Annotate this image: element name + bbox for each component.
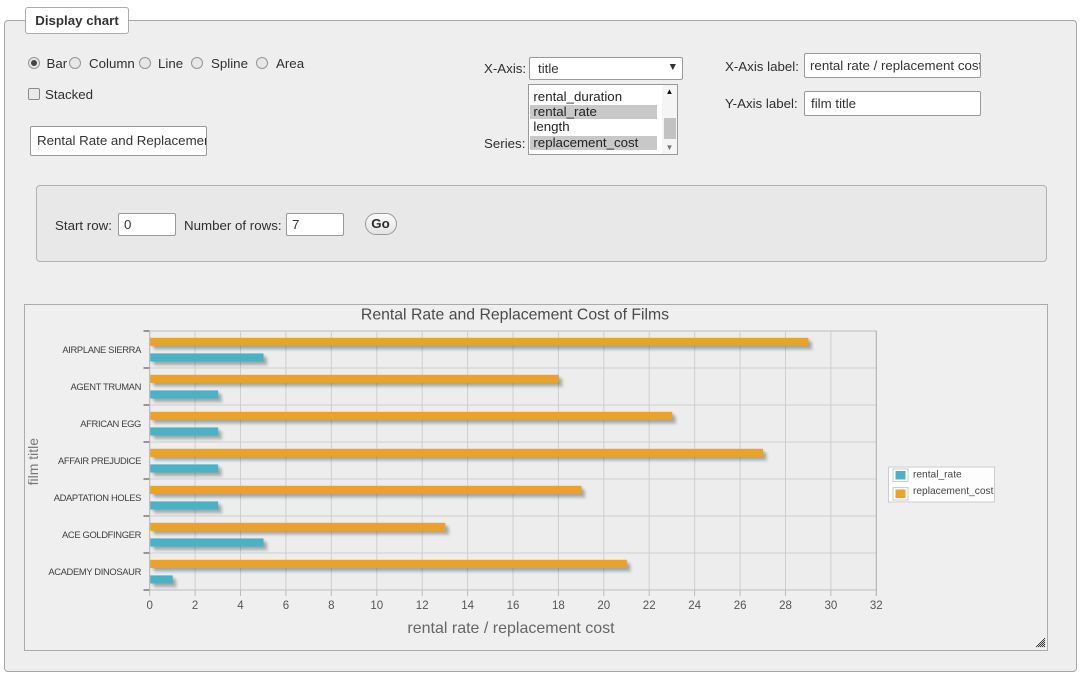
- svg-text:6: 6: [283, 600, 289, 612]
- svg-text:rental_rate: rental_rate: [913, 470, 962, 481]
- svg-text:14: 14: [461, 600, 474, 612]
- svg-text:ACADEMY DINOSAUR: ACADEMY DINOSAUR: [48, 566, 141, 577]
- svg-text:Rental Rate and Replacement Co: Rental Rate and Replacement Cost of Film…: [361, 307, 669, 324]
- svg-text:AIRPLANE SIERRA: AIRPLANE SIERRA: [62, 344, 142, 355]
- svg-text:0: 0: [146, 600, 152, 612]
- svg-text:rental rate / replacement cost: rental rate / replacement cost: [407, 620, 615, 637]
- svg-text:replacement_cost: replacement_cost: [913, 486, 994, 497]
- svg-text:AGENT TRUMAN: AGENT TRUMAN: [71, 381, 141, 392]
- svg-text:AFRICAN EGG: AFRICAN EGG: [80, 418, 141, 429]
- svg-text:12: 12: [416, 600, 429, 612]
- svg-text:film title: film title: [25, 438, 41, 486]
- svg-text:4: 4: [237, 600, 244, 612]
- svg-text:ADAPTATION HOLES: ADAPTATION HOLES: [54, 492, 141, 503]
- svg-text:AFFAIR PREJUDICE: AFFAIR PREJUDICE: [58, 455, 141, 466]
- svg-text:24: 24: [688, 600, 701, 612]
- svg-text:26: 26: [734, 600, 747, 612]
- svg-text:10: 10: [370, 600, 383, 612]
- svg-text:18: 18: [552, 600, 565, 612]
- svg-text:2: 2: [192, 600, 198, 612]
- svg-text:20: 20: [597, 600, 610, 612]
- svg-text:28: 28: [779, 600, 792, 612]
- svg-text:22: 22: [643, 600, 656, 612]
- svg-text:32: 32: [870, 600, 883, 612]
- svg-text:16: 16: [507, 600, 520, 612]
- svg-text:ACE GOLDFINGER: ACE GOLDFINGER: [62, 529, 142, 540]
- svg-text:30: 30: [825, 600, 838, 612]
- svg-text:8: 8: [328, 600, 334, 612]
